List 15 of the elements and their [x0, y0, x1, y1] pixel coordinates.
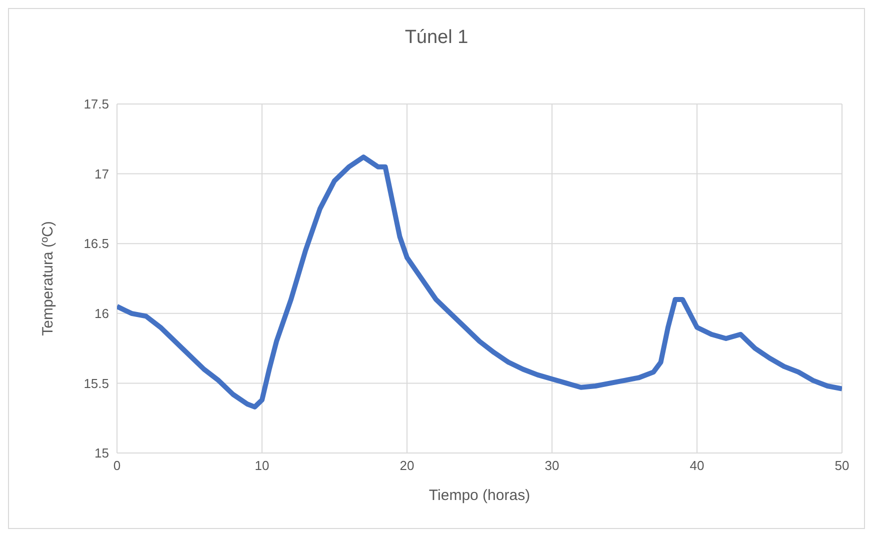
y-tick-label: 15: [94, 446, 109, 461]
x-tick-label: 40: [690, 458, 704, 474]
x-tick-label: 50: [834, 458, 850, 474]
y-tick-label: 17: [94, 166, 109, 182]
y-tick-label: 16: [94, 306, 109, 322]
x-tick-label: 0: [113, 458, 121, 474]
y-tick-label: 15.5: [84, 376, 109, 391]
x-axis-title: Tiempo (horas): [428, 487, 530, 504]
y-tick-label: 17.5: [84, 96, 109, 112]
y-tick-label: 16.5: [84, 236, 109, 252]
y-axis-title: Temperatura (ºC): [39, 221, 56, 336]
chart-title: Túnel 1: [404, 27, 470, 49]
x-tick-label: 10: [254, 458, 270, 474]
x-tick-label: 20: [400, 458, 414, 474]
x-tick-label: 30: [544, 458, 560, 474]
